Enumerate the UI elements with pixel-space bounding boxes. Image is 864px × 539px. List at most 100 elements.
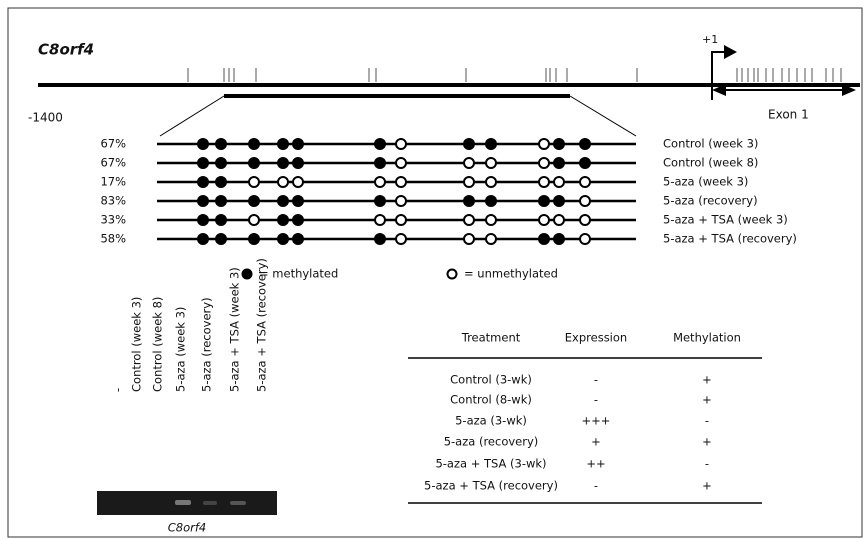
cpg-methylated [463, 195, 475, 207]
table-cell: + [702, 373, 712, 387]
cpg-unmethylated [396, 177, 406, 187]
row-percent: 17% [100, 175, 126, 189]
cpg-unmethylated [486, 158, 496, 168]
cpg-unmethylated [293, 177, 303, 187]
row-percent: 33% [100, 213, 126, 227]
cpg-methylated [538, 195, 550, 207]
cpg-methylated [197, 233, 209, 245]
cpg-unmethylated [539, 158, 549, 168]
cpg-unmethylated [249, 177, 259, 187]
cpg-methylated [248, 195, 260, 207]
table-cell: Control (8-wk) [450, 393, 532, 407]
table-cell: 5-aza (recovery) [444, 435, 539, 449]
table-cell: + [591, 435, 601, 449]
cpg-methylated [374, 233, 386, 245]
cpg-methylated [215, 233, 227, 245]
cpg-methylated [292, 157, 304, 169]
figure: C8orf4 +1 Exon 1 -1400 67%Control (week … [0, 0, 864, 539]
cpg-methylated [277, 138, 289, 150]
table-cell: 5-aza + TSA (recovery) [424, 479, 558, 493]
cpg-unmethylated [396, 234, 406, 244]
cpg-methylated [292, 138, 304, 150]
row-label: Control (week 8) [663, 156, 758, 170]
cpg-methylated [277, 214, 289, 226]
cpg-methylated [197, 157, 209, 169]
cpg-methylated [197, 176, 209, 188]
row-percent: 58% [100, 232, 126, 246]
table-cell: +++ [582, 414, 611, 428]
cpg-unmethylated [396, 139, 406, 149]
cpg-methylated [553, 157, 565, 169]
cpg-methylated [277, 157, 289, 169]
cpg-methylated [277, 195, 289, 207]
table-cell: 5-aza + TSA (3-wk) [435, 457, 546, 471]
table-cell: ++ [586, 457, 605, 471]
gel-band [203, 501, 217, 505]
cpg-methylated [374, 195, 386, 207]
cpg-unmethylated [580, 196, 590, 206]
table-cell: 5-aza (3-wk) [455, 414, 527, 428]
row-percent: 67% [100, 137, 126, 151]
table-cell: + [702, 479, 712, 493]
table-cell: + [702, 435, 712, 449]
cpg-unmethylated [396, 215, 406, 225]
row-label: 5-aza + TSA (week 3) [663, 213, 788, 227]
cpg-unmethylated [464, 234, 474, 244]
cpg-methylated [292, 195, 304, 207]
cpg-unmethylated [486, 177, 496, 187]
cpg-methylated [215, 214, 227, 226]
cpg-methylated [374, 157, 386, 169]
cpg-unmethylated [580, 215, 590, 225]
cpg-unmethylated [464, 215, 474, 225]
cpg-unmethylated [539, 215, 549, 225]
row-label: Control (week 3) [663, 137, 758, 151]
table-cell: + [702, 393, 712, 407]
lane-label: 5-aza + TSA (week 3) [228, 267, 242, 392]
legend-methylated-icon [242, 269, 253, 280]
gene-name: C8orf4 [38, 41, 94, 59]
cpg-methylated [553, 195, 565, 207]
cpg-methylated [197, 195, 209, 207]
legend-methylated: = methylated [259, 267, 338, 281]
lane-label: 5-aza + TSA (recovery) [255, 258, 269, 392]
gel-label: C8orf4 [168, 521, 206, 535]
table-cell: Control (3-wk) [450, 373, 532, 387]
cpg-unmethylated [249, 215, 259, 225]
cpg-unmethylated [486, 215, 496, 225]
gel-band [175, 500, 191, 505]
cpg-methylated [374, 138, 386, 150]
table-cell: - [705, 414, 709, 428]
row-label: 5-aza (recovery) [663, 194, 758, 208]
cpg-methylated [215, 138, 227, 150]
cpg-methylated [579, 138, 591, 150]
table-cell: - [705, 457, 709, 471]
column-header: Methylation [673, 331, 741, 345]
row-percent: 67% [100, 156, 126, 170]
table-cell: - [594, 393, 598, 407]
legend-unmethylated: = unmethylated [464, 267, 558, 281]
column-header: Expression [565, 331, 627, 345]
cpg-methylated [485, 138, 497, 150]
cpg-unmethylated [580, 234, 590, 244]
tss-label: +1 [702, 33, 718, 46]
lane-label: 5-aza (recovery) [200, 297, 214, 392]
cpg-methylated [277, 233, 289, 245]
table-cell: - [594, 479, 598, 493]
lane-label: Control (week 3) [130, 297, 144, 392]
cpg-methylated [553, 138, 565, 150]
cpg-unmethylated [554, 177, 564, 187]
lane-label: Control (week 8) [151, 297, 165, 392]
cpg-unmethylated [396, 196, 406, 206]
cpg-unmethylated [278, 177, 288, 187]
cpg-methylated [579, 157, 591, 169]
gel-band [230, 501, 246, 505]
cpg-methylated [248, 233, 260, 245]
legend-unmethylated-icon [448, 270, 457, 279]
cpg-methylated [553, 233, 565, 245]
cpg-methylated [248, 138, 260, 150]
cpg-unmethylated [580, 177, 590, 187]
lane-label: 5-aza (week 3) [174, 307, 188, 392]
cpg-methylated [215, 176, 227, 188]
row-percent: 83% [100, 194, 126, 208]
position-label: -1400 [28, 111, 63, 125]
